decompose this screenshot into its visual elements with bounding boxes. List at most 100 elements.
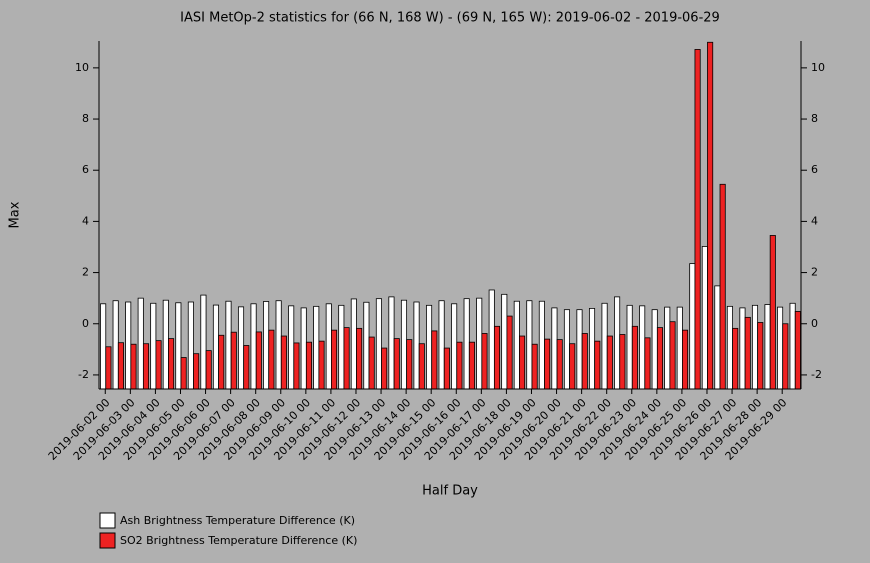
bar	[263, 301, 270, 390]
bar	[350, 298, 357, 390]
y2-tick-label: 6	[811, 163, 818, 176]
bar	[418, 343, 425, 390]
bar	[563, 309, 570, 390]
bar	[168, 338, 175, 390]
bar	[614, 296, 621, 390]
bar	[426, 304, 433, 390]
y2-tick-label: 0	[811, 317, 818, 330]
bar	[193, 353, 200, 390]
bar	[338, 304, 345, 390]
bar	[275, 300, 282, 390]
bar	[325, 303, 332, 390]
bar	[255, 331, 262, 390]
bar	[651, 309, 658, 390]
bar	[456, 341, 463, 390]
y-tick-label: -2	[78, 368, 89, 381]
bar	[388, 296, 395, 390]
bar	[175, 302, 182, 390]
bar	[187, 301, 194, 390]
bar	[569, 343, 576, 390]
bar	[406, 339, 413, 390]
bar	[531, 343, 538, 390]
bar	[200, 294, 207, 390]
bar	[519, 335, 526, 390]
bar	[331, 329, 338, 390]
bar	[288, 305, 295, 390]
bar	[732, 327, 739, 390]
bar	[481, 333, 488, 390]
bar	[237, 306, 245, 390]
bar	[117, 342, 124, 390]
bar	[293, 342, 300, 390]
bar	[764, 304, 771, 390]
bar	[581, 333, 588, 390]
bar	[506, 315, 513, 390]
bar	[413, 301, 420, 390]
y2-tick-label: -2	[811, 368, 822, 381]
y2-tick-label: 2	[811, 266, 818, 279]
y2-tick-label: 8	[811, 112, 818, 125]
bar	[225, 300, 232, 390]
chart-title: IASI MetOp-2 statistics for (66 N, 168 W…	[180, 11, 720, 26]
bar	[393, 338, 400, 390]
bar	[513, 300, 520, 390]
y-tick-label: 8	[82, 112, 89, 125]
bar	[751, 304, 759, 390]
bar	[769, 235, 776, 390]
bar	[438, 300, 445, 390]
bar	[601, 302, 608, 390]
bar	[739, 307, 746, 390]
legend-swatch	[99, 532, 116, 549]
bar	[626, 304, 633, 390]
bar	[526, 300, 533, 390]
bar	[556, 339, 563, 390]
bar	[368, 336, 375, 390]
bar	[318, 340, 325, 390]
bar	[538, 300, 545, 390]
bar	[789, 302, 796, 390]
bar	[694, 49, 701, 390]
bar	[689, 263, 696, 390]
bar	[701, 246, 708, 390]
bar	[142, 343, 150, 390]
bar	[205, 350, 212, 390]
bar	[150, 302, 157, 390]
bar	[137, 297, 144, 390]
y-tick-label: 2	[82, 266, 89, 279]
bar	[576, 309, 583, 390]
bar	[162, 299, 169, 390]
bar	[656, 327, 664, 390]
bar	[744, 316, 751, 390]
bar	[794, 311, 801, 390]
bar	[250, 303, 257, 390]
bar	[305, 341, 313, 390]
bar	[431, 330, 438, 390]
bar	[501, 293, 508, 390]
bar	[313, 305, 320, 390]
bar	[714, 285, 721, 390]
y2-tick-label: 4	[811, 214, 818, 227]
legend-label: SO2 Brightness Temperature Difference (K…	[120, 534, 357, 547]
bar	[669, 321, 676, 390]
bar	[682, 329, 689, 390]
bar	[468, 341, 475, 390]
bar	[300, 307, 307, 390]
bar	[280, 335, 287, 390]
legend-label: Ash Brightness Temperature Difference (K…	[120, 514, 355, 527]
bar	[488, 289, 495, 390]
bar	[105, 346, 112, 390]
bar	[443, 347, 450, 390]
y-tick-label: 4	[82, 214, 89, 227]
x-axis-label: Half Day	[422, 484, 478, 499]
bar	[268, 329, 275, 390]
bar	[363, 301, 370, 390]
bar	[381, 347, 388, 390]
bar	[551, 307, 558, 390]
bar	[588, 307, 596, 390]
y-tick-label: 0	[82, 317, 89, 330]
bar	[130, 343, 137, 390]
bar	[631, 325, 638, 390]
bar	[463, 298, 470, 390]
bar	[757, 322, 764, 390]
